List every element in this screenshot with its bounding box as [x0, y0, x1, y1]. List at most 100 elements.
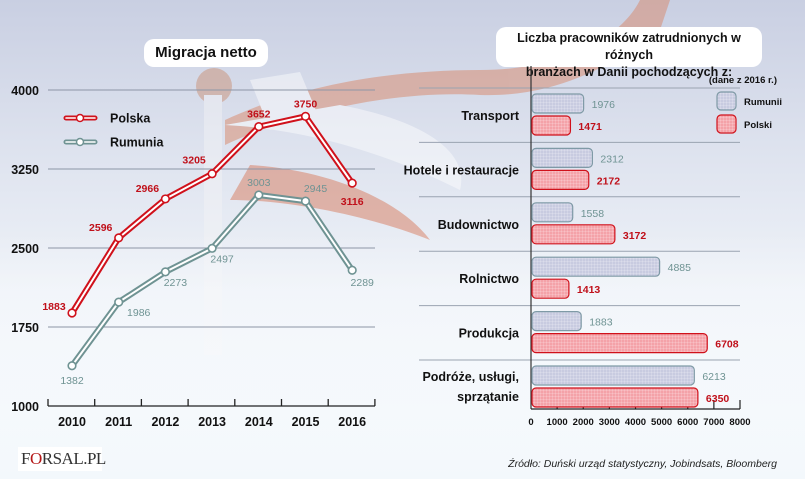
bar-polski — [531, 169, 590, 190]
bar-polski — [531, 224, 616, 245]
category-label: Rolnictwo — [459, 272, 519, 286]
x-tick-label: 2010 — [58, 415, 86, 429]
data-label-polska: 1883 — [42, 301, 66, 313]
line-chart-title: Migracja netto — [144, 39, 268, 67]
x-tick-label: 2013 — [198, 415, 226, 429]
y-tick-label: 4000 — [11, 84, 39, 98]
bar-chart: 0 1000 2000 3000 4000 5000 6000 7000 8000 Transpo… — [404, 66, 782, 428]
bar-chart-subtitle: (dane z 2016 r.) — [709, 75, 777, 86]
bar-value-label-rumunii: 1558 — [581, 208, 605, 220]
legend-swatch-polski — [716, 114, 737, 134]
logo-suffix: RSAL.PL — [41, 449, 107, 468]
data-point-rumunia — [254, 190, 264, 200]
category-label: Budownictwo — [438, 218, 520, 232]
y-tick-label: 1000 — [11, 400, 39, 414]
y-tick-label: 1750 — [11, 321, 39, 335]
x-tick-label: 8000 — [729, 417, 750, 428]
data-label-rumunia: 2945 — [304, 183, 328, 195]
legend-label-rumunia: Rumunia — [110, 136, 165, 150]
bar-value-label-rumunii: 6213 — [702, 371, 726, 383]
data-label-rumunia: 2289 — [351, 277, 375, 289]
x-tick-label: 2016 — [338, 415, 366, 429]
legend-marker-polska — [75, 113, 85, 123]
bar-value-label-polski: 6350 — [706, 393, 730, 405]
data-label-polska: 3750 — [294, 98, 318, 110]
data-point-rumunia — [347, 265, 357, 275]
legend-label-rumunii: Rumunii — [744, 97, 782, 108]
category-label: Produkcja — [459, 327, 520, 341]
bar-value-label-rumunii: 1883 — [589, 317, 613, 329]
x-tick-label: 6000 — [677, 417, 698, 428]
bar-rumunii — [531, 202, 574, 223]
data-point-rumunia — [300, 196, 311, 206]
logo-o: O — [29, 449, 42, 468]
bar-polski — [531, 278, 570, 299]
legend-marker-rumunia — [75, 137, 85, 147]
bar-value-label-rumunii: 1976 — [592, 99, 616, 111]
series-line-inner-rumunia — [71, 194, 354, 367]
data-point-polska — [300, 111, 311, 121]
bar-rumunii — [531, 147, 594, 168]
category-label: sprzątanie — [457, 390, 519, 404]
x-tick-label: 2014 — [245, 415, 273, 429]
source-note: Źródło: Duński urząd statystyczny, Jobin… — [508, 458, 777, 470]
bar-value-label-rumunii: 2312 — [600, 153, 624, 165]
data-label-rumunia: 2273 — [164, 277, 188, 289]
category-label: Transport — [461, 109, 519, 123]
data-point-polska — [67, 308, 77, 318]
data-label-polska: 2966 — [136, 183, 160, 195]
category-label: Hotele i restauracje — [404, 163, 519, 177]
data-label-polska: 3205 — [182, 155, 206, 167]
data-label-rumunia: 2497 — [210, 253, 234, 265]
data-label-rumunia: 1986 — [127, 307, 151, 319]
bar-chart-title-line-1: Liczba pracowników zatrudnionych w różny… — [517, 31, 741, 62]
y-tick-label: 3250 — [11, 163, 39, 177]
data-label-polska: 3116 — [341, 196, 364, 208]
bar-value-label-polski: 2172 — [597, 175, 621, 187]
bar-polski — [531, 115, 572, 136]
line-chart: 4000 3250 2500 1750 1000 2010 2011 2012 2013 2014… — [11, 84, 376, 429]
data-point-polska — [254, 122, 264, 132]
bar-rumunii — [531, 256, 661, 277]
x-tick-label: 3000 — [599, 417, 620, 428]
legend-label-polska: Polska — [110, 112, 151, 126]
data-point-rumunia — [207, 243, 217, 253]
data-point-polska — [207, 169, 217, 179]
bar-polski — [531, 333, 708, 354]
bar-value-label-polski: 1471 — [578, 121, 602, 133]
data-label-rumunia: 3003 — [247, 177, 271, 189]
x-tick-label: 2015 — [292, 415, 320, 429]
x-tick-label: 1000 — [547, 417, 568, 428]
bar-chart-title-line-2: branżach w Danii pochodzących z: — [525, 65, 733, 79]
y-tick-label: 2500 — [11, 242, 39, 256]
bar-value-label-polski: 3172 — [623, 230, 647, 242]
data-label-rumunia: 1382 — [60, 375, 84, 387]
x-tick-label: 2012 — [151, 415, 179, 429]
x-tick-label: 5000 — [651, 417, 672, 428]
bar-rumunii — [531, 365, 695, 386]
logo-prefix: F — [21, 449, 30, 468]
data-label-polska: 2596 — [89, 222, 113, 234]
data-point-polska — [160, 194, 170, 204]
bar-chart-title: Liczba pracowników zatrudnionych w różny… — [496, 27, 762, 79]
series-line-outer-rumunia — [69, 192, 355, 368]
category-label: Podróże, usługi, — [422, 370, 519, 384]
forsal-logo: FORSAL.PL — [18, 447, 106, 471]
data-point-rumunia — [160, 267, 170, 277]
x-tick-label: 7000 — [703, 417, 724, 428]
data-point-polska — [347, 178, 357, 188]
bar-rumunii — [531, 311, 582, 332]
data-label-polska: 3652 — [247, 109, 271, 121]
bar-rumunii — [531, 93, 585, 114]
x-tick-label: 4000 — [625, 417, 646, 428]
bar-value-label-polski: 6708 — [715, 339, 739, 351]
x-tick-label: 2000 — [573, 417, 594, 428]
x-tick-label: 2011 — [105, 415, 132, 429]
bar-value-label-polski: 1413 — [577, 284, 601, 296]
data-point-rumunia — [114, 297, 124, 307]
bar-value-label-rumunii: 4885 — [668, 262, 692, 274]
x-tick-label: 0 — [528, 417, 533, 428]
data-point-rumunia — [67, 361, 77, 371]
bar-polski — [531, 387, 699, 408]
